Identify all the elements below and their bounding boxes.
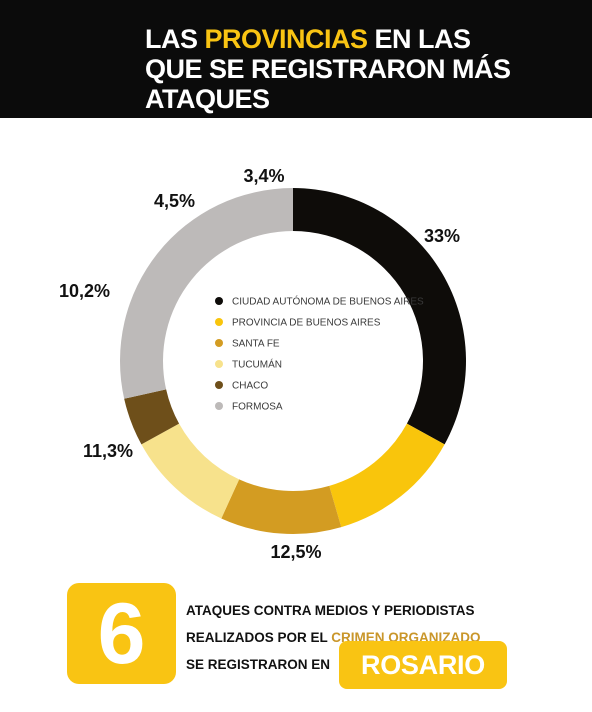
slice-percent-label: 12,5% xyxy=(270,542,321,562)
donut-slice xyxy=(141,423,240,519)
slice-percent-label: 33% xyxy=(424,226,460,246)
title-line-3: ATAQUES xyxy=(145,84,270,114)
title-line-2: QUE SE REGISTRARON MÁS xyxy=(145,54,511,84)
footer-line-1: ATAQUES CONTRA MEDIOS Y PERIODISTAS xyxy=(186,603,475,618)
donut-slice xyxy=(119,188,293,399)
title-line-1: LAS PROVINCIAS EN LAS xyxy=(145,24,511,54)
donut-slice xyxy=(124,389,180,445)
legend-label: SANTA FE xyxy=(232,339,280,350)
big-number-box: 6 xyxy=(67,583,176,684)
legend-label: FORMOSA xyxy=(232,402,283,413)
footer-line-3: SE REGISTRARON EN xyxy=(186,657,331,672)
city-badge: ROSARIO xyxy=(339,641,507,689)
slice-percent-labels: 33% 12,5% 11,3% 10,2% 4,5% 3,4% xyxy=(59,166,460,562)
donut-slices xyxy=(119,188,466,534)
legend-swatch xyxy=(215,381,223,389)
big-number: 6 xyxy=(97,585,146,682)
title-highlight: PROVINCIAS xyxy=(204,24,369,54)
legend-swatch xyxy=(215,360,223,368)
donut-slice xyxy=(221,479,342,534)
title-post: EN LAS xyxy=(367,24,472,54)
legend-swatch xyxy=(215,339,223,347)
legend-label: CHACO xyxy=(232,381,268,392)
page-title: LAS PROVINCIAS EN LAS QUE SE REGISTRARON… xyxy=(145,24,511,114)
donut-slice xyxy=(293,188,466,445)
footer-line-2-text: REALIZADOS POR EL xyxy=(186,630,332,645)
legend-swatch xyxy=(215,402,223,410)
slice-percent-label: 4,5% xyxy=(154,191,195,211)
slice-percent-label: 11,3% xyxy=(83,441,133,461)
city-name: ROSARIO xyxy=(361,649,485,680)
donut-chart: 33% 12,5% 11,3% 10,2% 4,5% 3,4% CIUDAD AUTÓNO… xyxy=(59,166,466,562)
legend-label: CIUDAD AUTÓNOMA DE BUENOS AIRES xyxy=(232,295,424,308)
header-banner: LAS PROVINCIAS EN LAS QUE SE REGISTRARON… xyxy=(0,0,592,118)
chart-legend: CIUDAD AUTÓNOMA DE BUENOS AIRES PROVINCIA… xyxy=(215,295,424,413)
slice-percent-label: 10,2% xyxy=(59,281,110,301)
legend-label: TUCUMÁN xyxy=(232,358,282,371)
donut-slice xyxy=(329,423,445,528)
legend-label: PROVINCIA DE BUENOS AIRES xyxy=(232,318,381,329)
legend-swatch xyxy=(215,297,223,305)
slice-percent-label: 3,4% xyxy=(243,166,284,186)
title-pre: LAS xyxy=(145,24,205,54)
legend-swatch xyxy=(215,318,223,326)
footer-highlight: 6 ATAQUES CONTRA MEDIOS Y PERIODISTAS RE… xyxy=(0,580,592,712)
